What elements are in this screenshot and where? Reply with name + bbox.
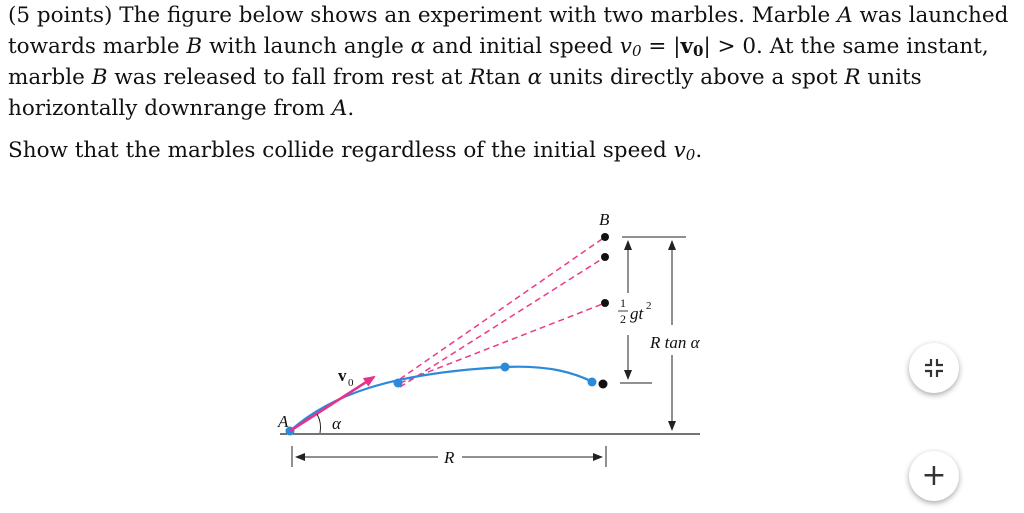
text-segment: | > 0. At the same instant, marble	[8, 34, 989, 90]
v0-symbol: v0	[674, 138, 696, 163]
label-gt: gt	[630, 304, 645, 323]
marble-b-dot	[601, 253, 609, 261]
label-r: R	[443, 448, 455, 467]
text-segment: units directly above a spot	[548, 65, 838, 90]
r-symbol: R	[844, 65, 861, 90]
problem-statement: (5 points) The figure below shows an exp…	[8, 0, 1012, 166]
zoom-in-button[interactable]: +	[909, 451, 959, 501]
text-segment: was released to fall from rest at	[114, 65, 463, 90]
marble-a-symbol: A	[837, 3, 853, 28]
label-half-denominator: 2	[620, 312, 626, 326]
alpha-symbol: α	[527, 65, 543, 90]
text-segment: and initial speed	[432, 34, 613, 59]
collapse-button[interactable]	[909, 343, 959, 393]
text-segment: units horizontally downrange from	[8, 65, 922, 121]
marble-b-dot	[601, 233, 609, 241]
label-gt-exponent: 2	[646, 300, 652, 312]
tan-text: tan	[485, 65, 521, 90]
label-r-tan-alpha: R tan α	[649, 333, 701, 352]
subscript-zero: 0	[685, 146, 696, 164]
label-v0-subscript: 0	[348, 377, 354, 389]
trajectory-point	[500, 362, 510, 372]
subscript-zero: 0	[692, 42, 704, 60]
velocity-arrow	[289, 375, 376, 433]
trajectory-curve	[289, 365, 596, 432]
v0-symbol: v0	[620, 34, 642, 59]
collapse-icon	[925, 359, 943, 377]
period: .	[347, 96, 355, 121]
marble-a-symbol: A	[331, 96, 348, 121]
question-text: Show that the marbles collide regardless…	[8, 138, 667, 163]
label-half-numerator: 1	[620, 296, 626, 310]
dashed-line	[399, 236, 606, 380]
problem-paragraph: (5 points) The figure below shows an exp…	[8, 0, 1012, 124]
label-a: A	[277, 412, 289, 431]
trajectory-point	[393, 378, 403, 388]
label-b: B	[599, 210, 610, 229]
trajectory-point	[587, 377, 597, 387]
label-v0: v	[338, 366, 347, 385]
marble-b-dot	[598, 379, 608, 389]
intro-text: (5 points) The figure below shows an exp…	[8, 3, 831, 28]
question-paragraph: Show that the marbles collide regardless…	[8, 135, 1012, 166]
text-segment: was launched towards marble	[8, 3, 1009, 59]
r-symbol: R	[469, 65, 486, 90]
figure-svg: A B α v 0 R 1 2 gt 2 R tan α	[277, 210, 701, 467]
marble-b-symbol: B	[186, 34, 203, 59]
text-segment: with launch angle	[209, 34, 404, 59]
v-letter: v	[673, 138, 686, 163]
dashed-line	[399, 302, 606, 384]
v-bold-letter: v	[680, 34, 693, 59]
equals-text: = |	[641, 34, 681, 59]
subscript-zero: 0	[631, 42, 642, 60]
period: .	[695, 138, 703, 163]
plus-icon: +	[921, 458, 947, 493]
marble-figure: A B α v 0 R 1 2 gt 2 R tan α	[270, 205, 730, 475]
label-alpha: α	[332, 414, 342, 433]
dashed-line	[399, 256, 606, 388]
angle-arc	[316, 413, 322, 434]
v-letter: v	[619, 34, 632, 59]
alpha-symbol: α	[410, 34, 426, 59]
marble-b-symbol: B	[91, 65, 108, 90]
v0-vector: v0	[680, 34, 703, 59]
marble-b-dot	[601, 299, 609, 307]
